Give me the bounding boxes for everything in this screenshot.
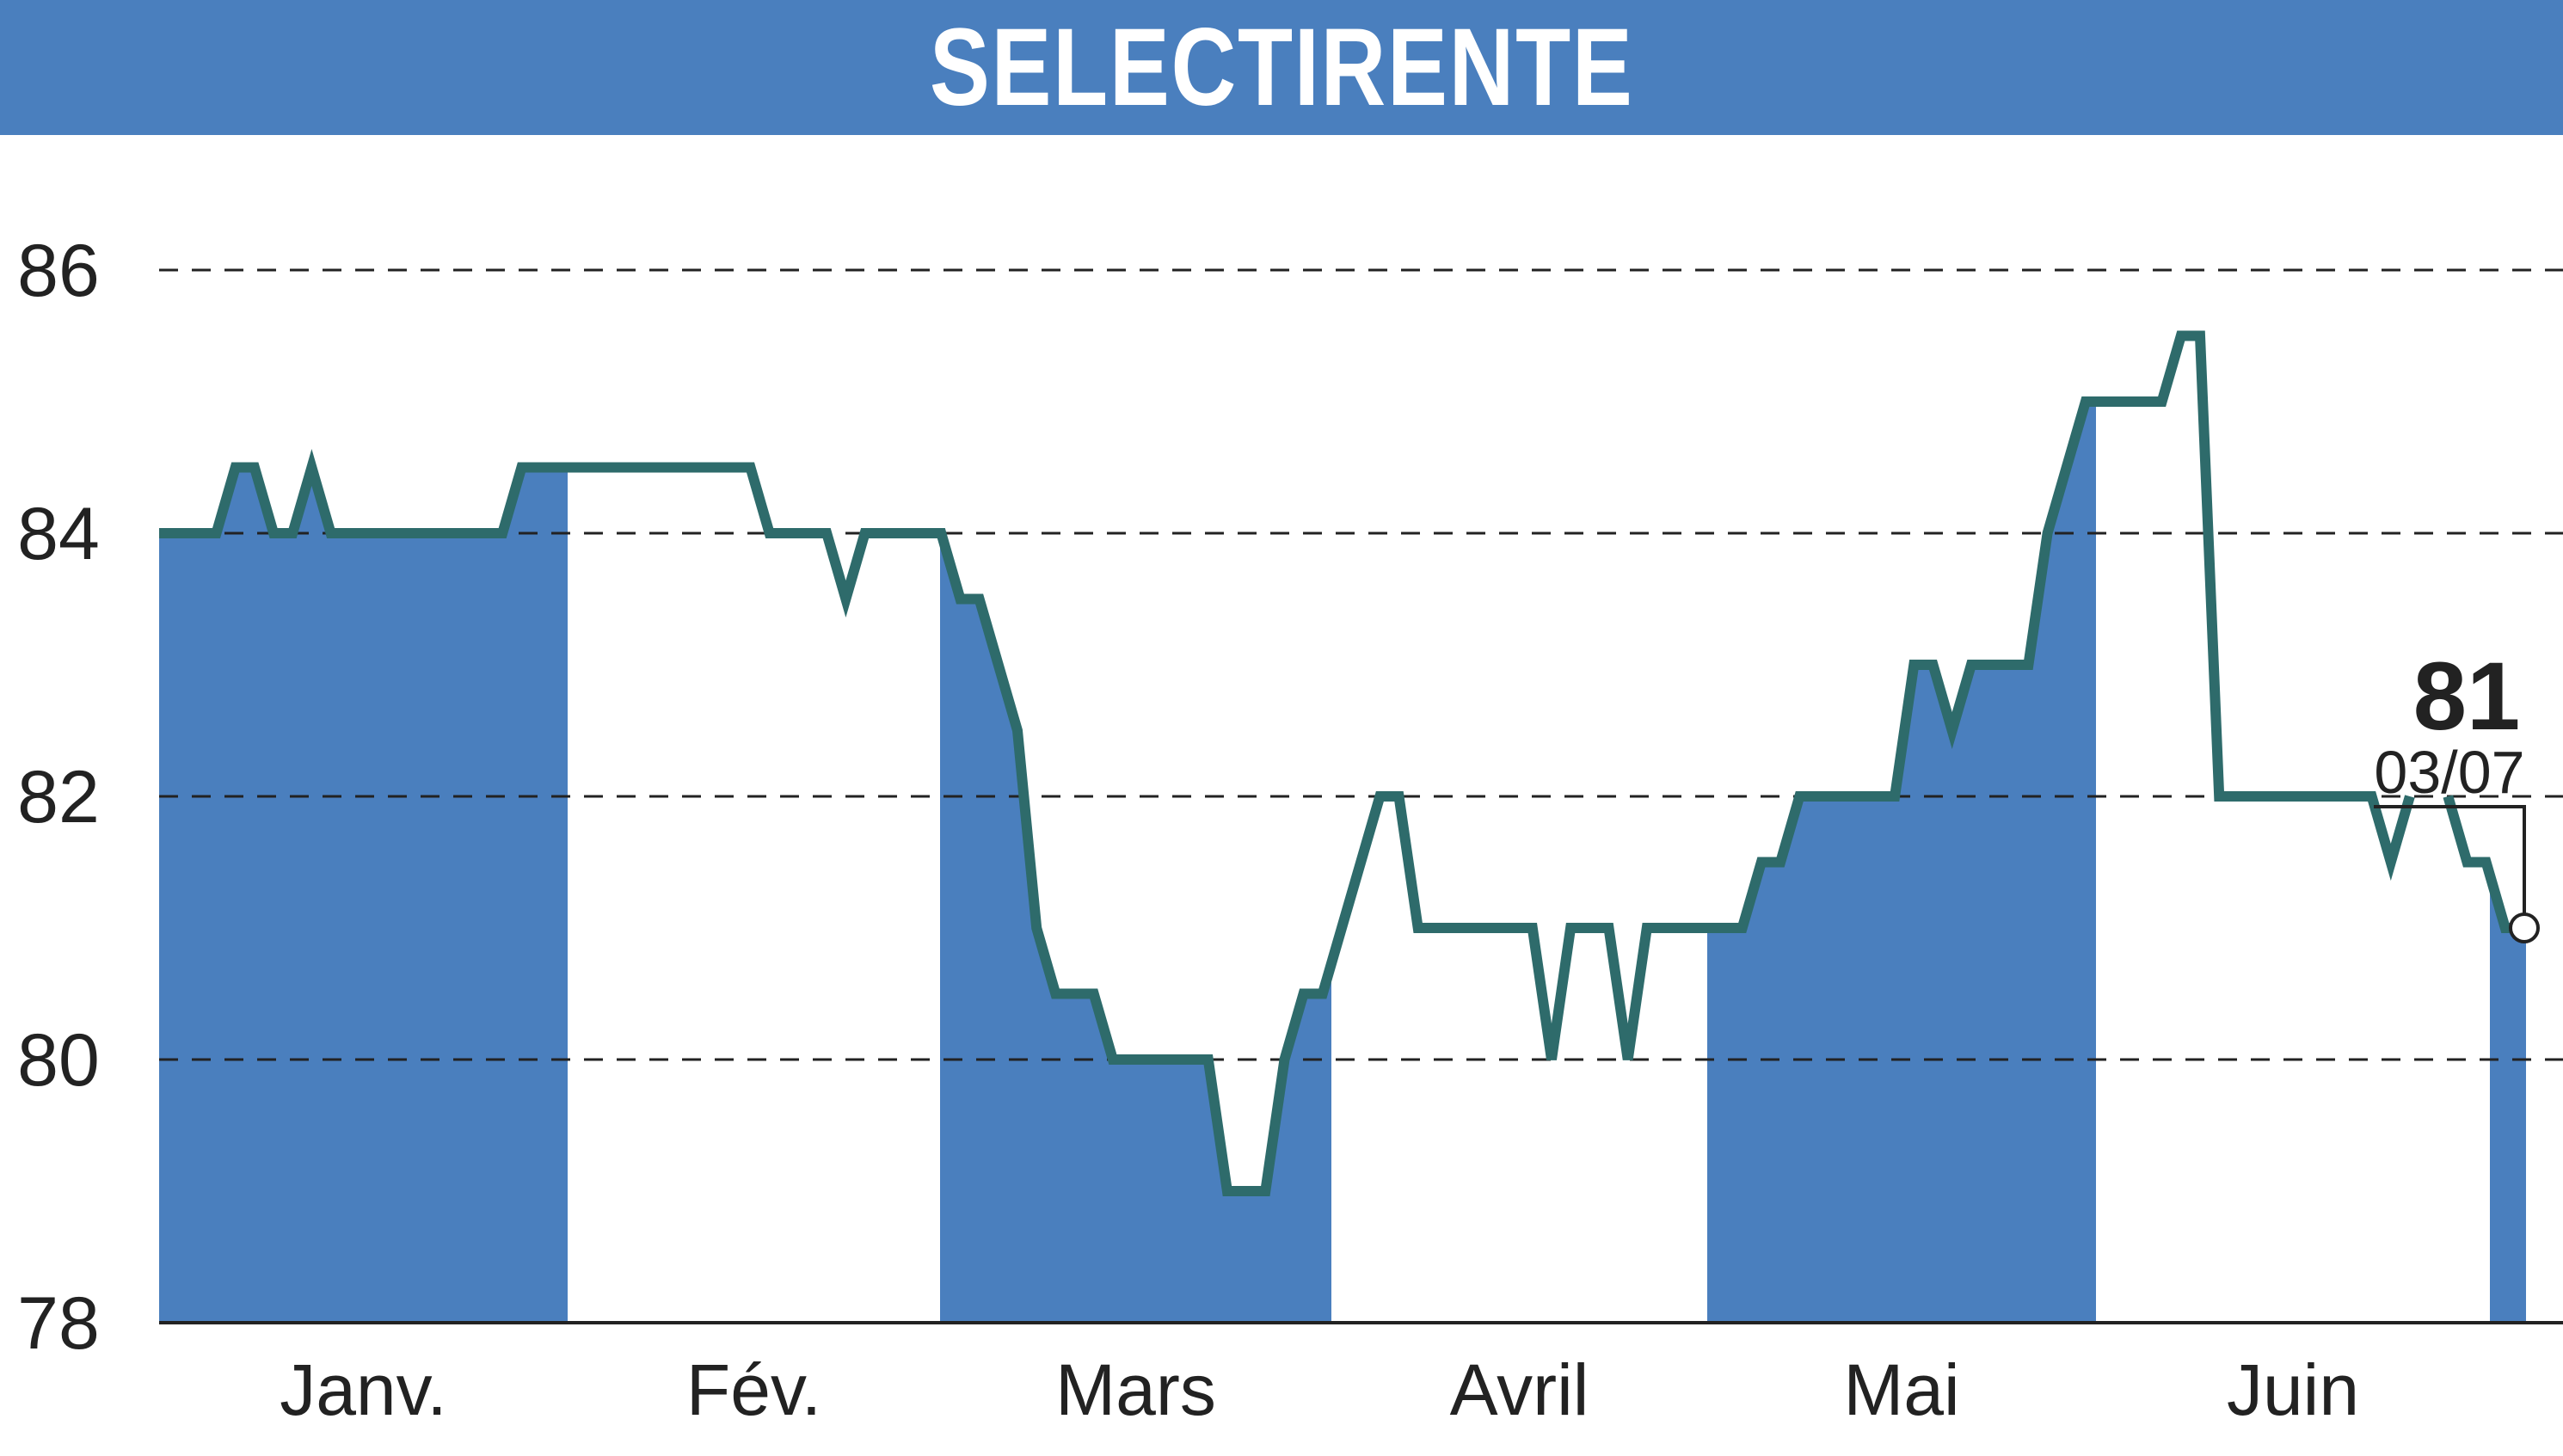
price-line-segment-1 bbox=[159, 330, 2415, 1196]
y-tick-label-80: 80 bbox=[17, 1019, 100, 1102]
x-tick-label-2: Fév. bbox=[686, 1349, 821, 1430]
last-value-leader bbox=[2374, 805, 2526, 928]
last-value-annotation: 81 03/07 bbox=[2374, 642, 2540, 943]
month-fill-3 bbox=[1707, 402, 2096, 1323]
x-tick-label-3: Mars bbox=[1055, 1349, 1216, 1430]
x-tick-label-5: Mai bbox=[1843, 1349, 1959, 1430]
month-fill-4 bbox=[2490, 875, 2526, 1323]
month-fill-2 bbox=[940, 533, 1331, 1323]
x-tick-label-6: Juin bbox=[2227, 1349, 2359, 1430]
chart-title: SELECTIRENTE bbox=[929, 5, 1634, 129]
month-fills bbox=[159, 402, 2526, 1323]
y-tick-label-86: 86 bbox=[17, 230, 100, 312]
x-tick-label-1: Janv. bbox=[280, 1349, 447, 1430]
last-value-marker bbox=[2509, 912, 2540, 943]
title-bar: SELECTIRENTE bbox=[0, 0, 2563, 135]
month-fill-1 bbox=[159, 467, 568, 1323]
y-tick-label-78: 78 bbox=[17, 1282, 100, 1365]
gridlines bbox=[159, 268, 2563, 1061]
y-tick-label-84: 84 bbox=[17, 493, 100, 575]
y-tick-label-82: 82 bbox=[17, 756, 100, 839]
last-value-label: 81 bbox=[2413, 642, 2521, 750]
tick-labels: 78 80 82 84 86 Janv. Fév. Mars Avril Mai Juin bbox=[17, 230, 2359, 1430]
price-line-segment-2 bbox=[2443, 795, 2524, 933]
last-date-label: 03/07 bbox=[2374, 739, 2524, 806]
x-tick-label-4: Avril bbox=[1450, 1349, 1589, 1430]
